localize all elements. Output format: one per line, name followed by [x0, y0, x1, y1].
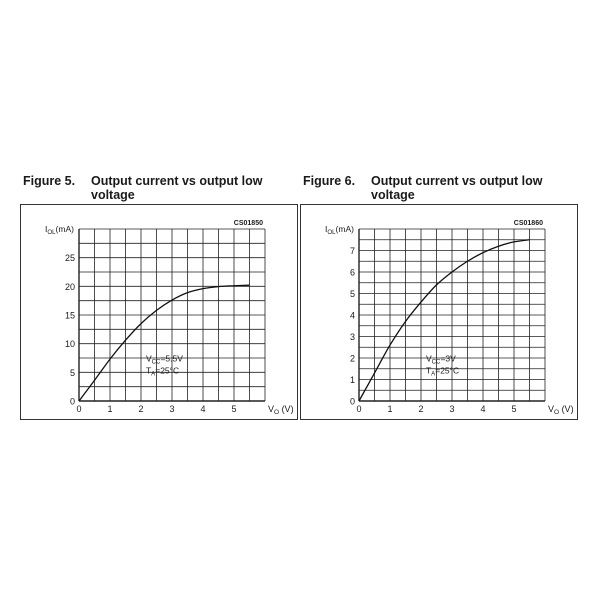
- figure-6: Figure 6. Output current vs output low v…: [300, 174, 580, 420]
- y-tick-label: 3: [350, 332, 355, 342]
- y-tick-label: 5: [70, 368, 75, 378]
- figure-header: Figure 5. Output current vs output low v…: [20, 174, 300, 204]
- x-tick-label: 4: [200, 404, 205, 414]
- x-tick-label: 3: [169, 404, 174, 414]
- x-axis-label: VO (V): [548, 404, 574, 416]
- y-tick-label: 1: [350, 375, 355, 385]
- y-tick-label: 5: [350, 289, 355, 299]
- annotation-line: VCC=5.5V: [146, 353, 183, 365]
- y-tick-label: 15: [65, 311, 75, 321]
- x-tick-label: 0: [356, 404, 361, 414]
- y-tick-label: 25: [65, 253, 75, 263]
- chart-frame: CS01860 0 1 2 3 4 5 6 7 0 1 2 3 4 5 IOL(mA) VO (V) VCC=3V…: [300, 204, 578, 420]
- y-axis-label: IOL(mA): [325, 224, 354, 236]
- figure-header: Figure 6. Output current vs output low v…: [300, 174, 580, 204]
- chart-frame: CS01850 0 5 10 15 20 25 0 1 2 3 4 5 IOL(mA) VO (V) VCC=…: [20, 204, 298, 420]
- chart-output-current-3v: CS01860 0 1 2 3 4 5 6 7 0 1 2 3 4 5 IOL(mA) VO (V) VCC=3V…: [325, 220, 574, 416]
- series-line: [78, 284, 250, 402]
- x-tick-label: 3: [449, 404, 454, 414]
- x-tick-label: 2: [138, 404, 143, 414]
- y-tick-label: 20: [65, 282, 75, 292]
- y-tick-label: 0: [70, 397, 75, 407]
- x-tick-label: 1: [387, 404, 392, 414]
- chart-output-current-5v5: CS01850 0 5 10 15 20 25 0 1 2 3 4 5 IOL(mA) VO (V) VCC=…: [45, 220, 294, 416]
- x-tick-label: 5: [511, 404, 516, 414]
- annotation-line: TA=25°C: [146, 365, 179, 377]
- y-axis-label: IOL(mA): [45, 224, 74, 236]
- y-tick-label: 4: [350, 311, 355, 321]
- y-tick-label: 0: [350, 397, 355, 407]
- x-tick-label: 2: [418, 404, 423, 414]
- y-tick-label: 7: [350, 246, 355, 256]
- figure-title: Output current vs output low voltage: [91, 174, 263, 202]
- figure-5: Figure 5. Output current vs output low v…: [20, 174, 300, 420]
- figure-title: Output current vs output low voltage: [371, 174, 543, 202]
- series-line: [358, 239, 530, 402]
- x-tick-label: 1: [107, 404, 112, 414]
- chart-code: CS01860: [514, 220, 543, 227]
- x-axis-label: VO (V): [268, 404, 294, 416]
- x-tick-label: 5: [231, 404, 236, 414]
- y-tick-label: 10: [65, 339, 75, 349]
- annotation-line: TA=25°C: [426, 365, 459, 377]
- x-tick-label: 0: [76, 404, 81, 414]
- figure-number: Figure 6.: [303, 174, 356, 188]
- figure-number: Figure 5.: [23, 174, 76, 188]
- y-tick-label: 2: [350, 354, 355, 364]
- chart-code: CS01850: [234, 220, 263, 227]
- y-tick-label: 6: [350, 268, 355, 278]
- annotation-line: VCC=3V: [426, 353, 456, 365]
- x-tick-label: 4: [480, 404, 485, 414]
